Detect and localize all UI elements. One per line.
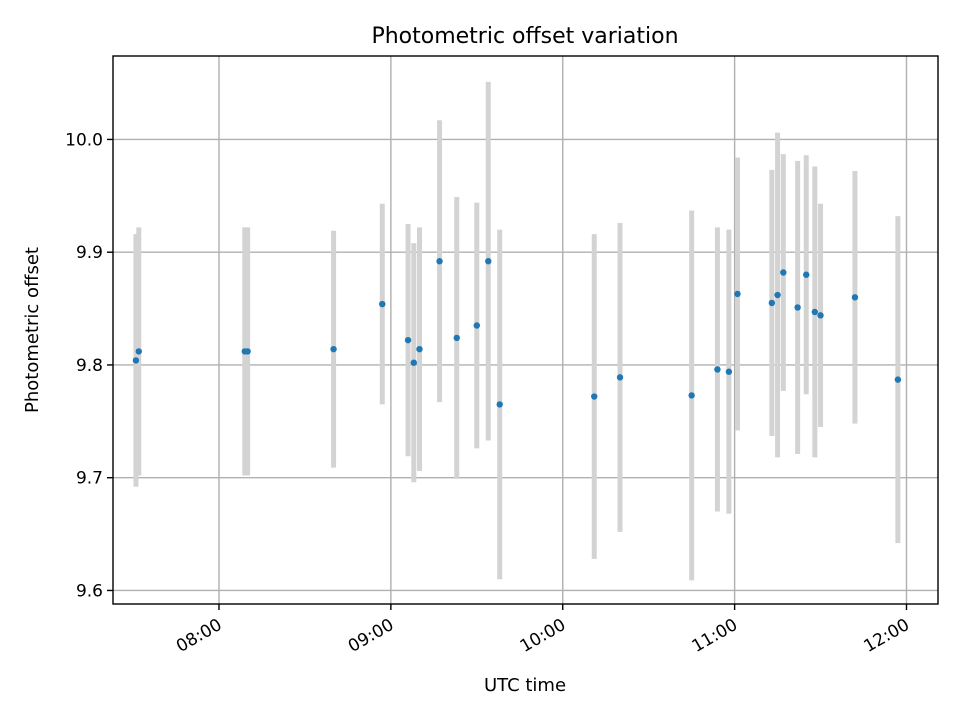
data-point xyxy=(379,300,386,308)
x-tick-label: 11:00 xyxy=(689,615,741,657)
data-point xyxy=(473,322,481,329)
data-point xyxy=(616,374,624,381)
data-point xyxy=(485,258,492,265)
data-point xyxy=(894,376,902,383)
data-point xyxy=(244,348,251,355)
data-point xyxy=(714,366,721,373)
data-point xyxy=(496,401,503,408)
data-point xyxy=(453,334,460,342)
y-tick-label: 9.7 xyxy=(76,469,103,489)
plot-frame xyxy=(112,55,939,605)
y-tick-label: 9.6 xyxy=(76,581,103,601)
data-point xyxy=(768,299,776,307)
data-point xyxy=(132,357,140,364)
data-point xyxy=(851,294,859,301)
data-point xyxy=(780,269,787,276)
data-point xyxy=(774,291,781,299)
y-axis-ticks: 9.6 9.7 9.8 9.9 10.0 xyxy=(65,130,113,601)
data-point xyxy=(436,258,443,265)
x-axis-label: UTC time xyxy=(484,675,566,696)
error-bars xyxy=(133,81,901,581)
x-tick-label: 12:00 xyxy=(861,615,913,657)
data-point xyxy=(135,348,142,355)
data-point xyxy=(734,290,741,298)
data-point xyxy=(410,359,417,366)
y-tick-label: 10.0 xyxy=(65,130,103,150)
x-axis-ticks: 08:00 09:00 10:00 11:00 12:00 xyxy=(173,604,913,657)
data-point xyxy=(817,312,824,319)
grid-lines xyxy=(113,56,938,604)
data-points xyxy=(132,258,902,408)
y-tick-label: 9.9 xyxy=(76,243,103,263)
chart-title: Photometric offset variation xyxy=(371,24,678,49)
data-point xyxy=(591,393,598,400)
data-point xyxy=(330,345,337,353)
y-tick-label: 9.8 xyxy=(76,356,103,376)
y-axis-label: Photometric offset xyxy=(22,247,43,413)
x-tick-label: 10:00 xyxy=(517,615,569,657)
data-point xyxy=(794,304,801,311)
data-point xyxy=(811,308,819,316)
data-point xyxy=(803,271,810,278)
data-point xyxy=(416,345,423,353)
data-point xyxy=(688,392,695,399)
data-point xyxy=(404,336,412,344)
x-tick-label: 09:00 xyxy=(345,615,397,657)
x-tick-label: 08:00 xyxy=(173,615,225,657)
data-point xyxy=(725,368,733,375)
